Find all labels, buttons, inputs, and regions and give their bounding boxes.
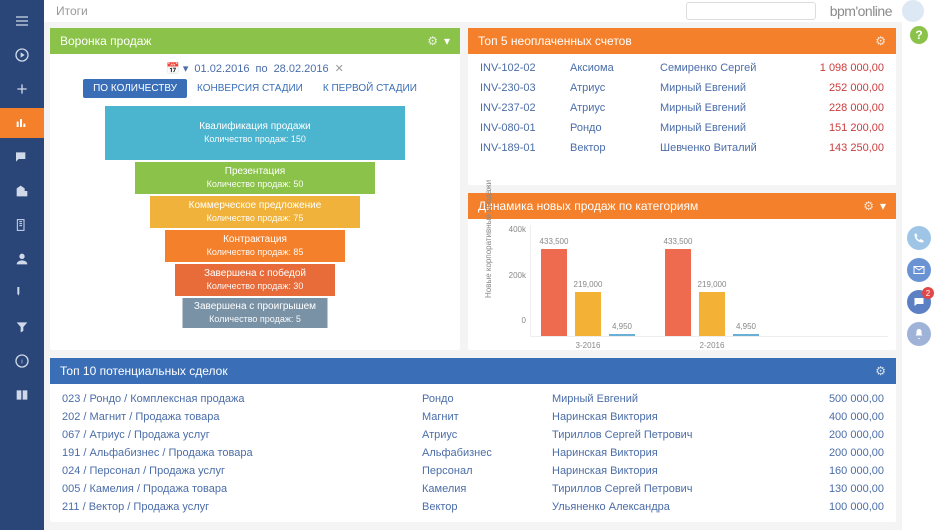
invoices-panel: Топ 5 неоплаченных счетов ⚙ INV-102-02Акс… [468,28,896,185]
clear-date-icon[interactable]: ✕ [335,62,344,75]
chevron-icon[interactable]: ▾ [444,34,450,48]
sidebar-contact-icon[interactable] [0,244,44,274]
invoice-row[interactable]: INV-237-02АтриусМирный Евгений228 000,00 [468,98,896,118]
chat-badge: 2 [922,287,934,299]
funnel-tab[interactable]: К ПЕРВОЙ СТАДИИ [313,79,427,98]
invoices-list: INV-102-02АксиомаСемиренко Сергей1 098 0… [468,54,896,158]
sidebar-play-icon[interactable] [0,40,44,70]
sidebar-filter-icon[interactable] [0,312,44,342]
bell-fab[interactable] [907,322,931,346]
gear-icon[interactable]: ⚙ [875,364,886,378]
bar[interactable]: 4,950 [733,334,759,336]
funnel-tab[interactable]: КОНВЕРСИЯ СТАДИИ [187,79,313,98]
funnel-stage[interactable]: Завершена с проигрышемКоличество продаж:… [183,298,328,328]
sidebar-info-icon[interactable]: i [0,346,44,376]
deal-row[interactable]: 067 / Атриус / Продажа услугАтриусТирилл… [62,426,884,444]
calendar-icon[interactable]: 📅 ▾ [166,62,188,75]
funnel-title: Воронка продаж [60,34,151,48]
invoice-row[interactable]: INV-189-01ВекторШевченко Виталий143 250,… [468,138,896,158]
page-title: Итоги [56,4,686,18]
sidebar-flag-icon[interactable] [0,278,44,308]
deal-row[interactable]: 005 / Камелия / Продажа товараКамелияТир… [62,480,884,498]
phone-fab[interactable] [907,226,931,250]
sidebar: i [0,0,44,530]
bar[interactable]: 4,950 [609,334,635,336]
sidebar-feed-icon[interactable] [0,142,44,172]
invoice-row[interactable]: INV-102-02АксиомаСемиренко Сергей1 098 0… [468,58,896,78]
deal-row[interactable]: 202 / Магнит / Продажа товараМагнитНарин… [62,408,884,426]
bar-group: 433,500219,0004,9502-2016 [665,249,759,336]
funnel-stage[interactable]: Квалификация продажиКоличество продаж: 1… [105,106,405,160]
bar[interactable]: 219,000 [699,292,725,336]
funnel-tabs: ПО КОЛИЧЕСТВУКОНВЕРСИЯ СТАДИИК ПЕРВОЙ СТ… [50,79,460,98]
help-button[interactable]: ? [910,26,928,44]
funnel-stage[interactable]: ПрезентацияКоличество продаж: 50 [135,162,375,194]
gear-icon[interactable]: ⚙ [875,34,886,48]
chart-title: Динамика новых продаж по категориям [478,199,698,213]
deals-title: Топ 10 потенциальных сделок [60,364,228,378]
bar[interactable]: 219,000 [575,292,601,336]
bar[interactable]: 433,500 [541,249,567,336]
sidebar-company-icon[interactable] [0,210,44,240]
deal-row[interactable]: 191 / Альфабизнес / Продажа товараАльфаб… [62,444,884,462]
funnel-tab[interactable]: ПО КОЛИЧЕСТВУ [83,79,187,98]
logo: bpm'online [830,3,892,19]
date-from[interactable]: 01.02.2016 [194,63,249,75]
deal-row[interactable]: 211 / Вектор / Продажа услугВекторУльяне… [62,498,884,516]
deals-panel: Топ 10 потенциальных сделок ⚙ 023 / Рондо… [50,358,896,522]
funnel-stage[interactable]: Коммерческое предложениеКоличество прода… [150,196,360,228]
sidebar-library-icon[interactable] [0,380,44,410]
chart-panel: Динамика новых продаж по категориям⚙▾ Но… [468,193,896,350]
sidebar-add-icon[interactable] [0,74,44,104]
top-bar: Итоги bpm'online [44,0,936,22]
invoice-row[interactable]: INV-230-03АтриусМирный Евгений252 000,00 [468,78,896,98]
deal-row[interactable]: 023 / Рондо / Комплексная продажаРондоМи… [62,390,884,408]
filter-dropdown[interactable] [686,2,816,20]
funnel-stage[interactable]: Завершена с победойКоличество продаж: 30 [175,264,335,296]
invoice-row[interactable]: INV-080-01РондоМирный Евгений151 200,00 [468,118,896,138]
chevron-icon[interactable]: ▾ [880,199,886,213]
sidebar-analytics-icon[interactable] [0,108,44,138]
funnel-stage[interactable]: КонтрактацияКоличество продаж: 85 [165,230,345,262]
gear-icon[interactable]: ⚙ [427,34,438,48]
avatar[interactable] [902,0,924,22]
svg-text:i: i [21,359,23,366]
date-range: 📅 ▾ 01.02.2016 по 28.02.2016 ✕ [50,54,460,79]
chat-fab[interactable]: 2 [907,290,931,314]
right-rail: ? 2 [902,22,936,530]
gear-icon[interactable]: ⚙ [863,199,874,213]
date-to[interactable]: 28.02.2016 [274,63,329,75]
sidebar-menu-icon[interactable] [0,6,44,36]
bar-group: 433,500219,0004,9503-2016 [541,249,635,336]
sidebar-accounts-icon[interactable] [0,176,44,206]
deals-list: 023 / Рондо / Комплексная продажаРондоМи… [50,384,896,522]
mail-fab[interactable] [907,258,931,282]
bars-area: 433,500219,0004,9503-2016433,500219,0004… [530,225,888,337]
deal-row[interactable]: 024 / Персонал / Продажа услугПерсоналНа… [62,462,884,480]
invoices-title: Топ 5 неоплаченных счетов [478,34,632,48]
funnel-chart: Квалификация продажиКоличество продаж: 1… [95,106,415,326]
bar[interactable]: 433,500 [665,249,691,336]
funnel-panel: Воронка продаж ⚙ ▾ 📅 ▾ 01.02.2016 по 28.02… [50,28,460,350]
